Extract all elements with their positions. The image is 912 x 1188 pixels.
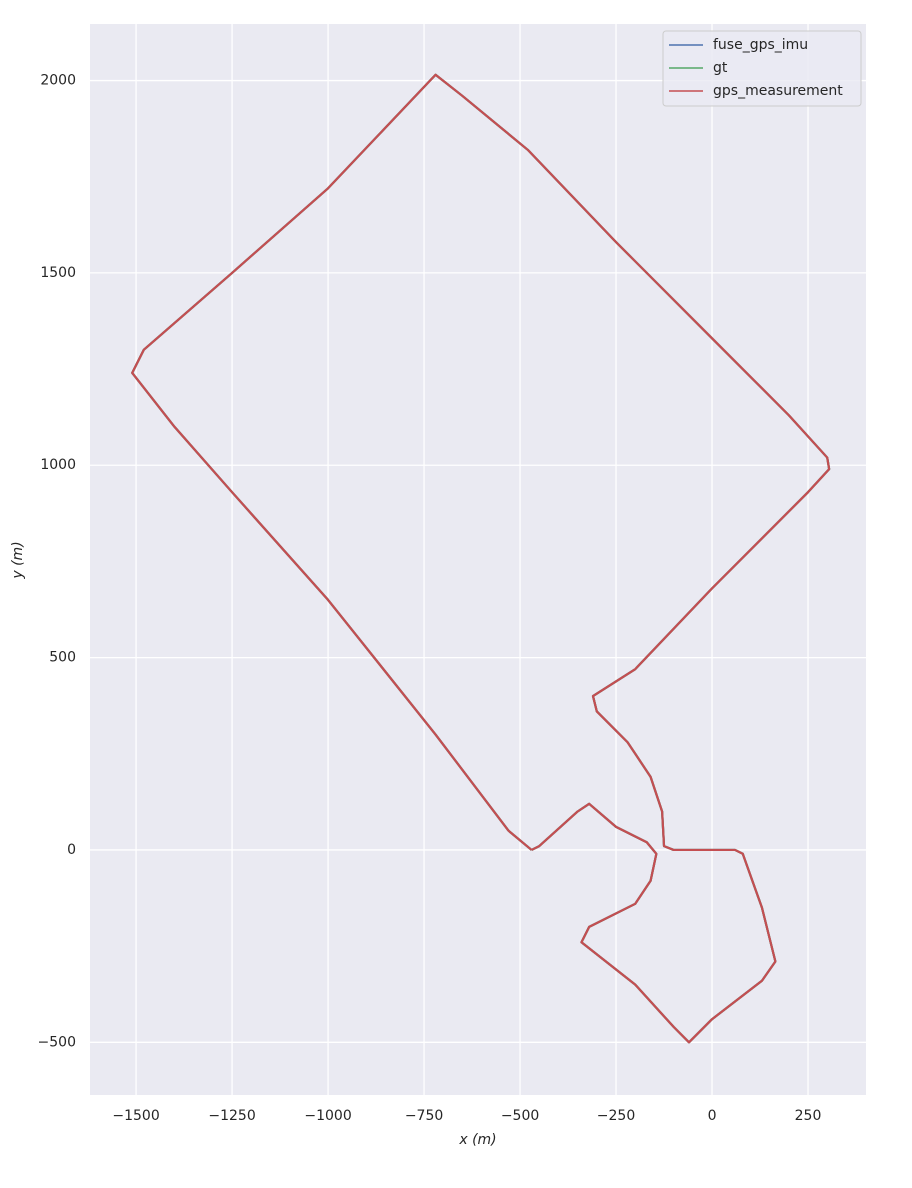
x-tick-label: 250: [795, 1108, 822, 1124]
legend-label: gps_measurement: [713, 83, 843, 99]
x-axis-label: x (m): [458, 1132, 496, 1148]
legend-box: [662, 30, 862, 107]
legend-label: gt: [713, 60, 728, 76]
x-tick-label: −1250: [208, 1108, 255, 1124]
y-tick-label: 1000: [40, 457, 76, 473]
x-tick-label: −500: [501, 1108, 539, 1124]
y-tick-label: −500: [38, 1034, 76, 1050]
y-tick-label: 1500: [40, 265, 76, 281]
x-tick-label: −1500: [112, 1108, 159, 1124]
x-tick-label: −1000: [304, 1108, 351, 1124]
trajectory-line: [131, 73, 831, 1044]
x-tick-label: −750: [405, 1108, 443, 1124]
y-tick-label: 2000: [40, 73, 76, 89]
legend-label: fuse_gps_imu: [713, 37, 808, 53]
x-tick-label: −250: [597, 1108, 635, 1124]
x-tick-label: 0: [708, 1108, 717, 1124]
y-tick-label: 0: [67, 842, 76, 858]
y-tick-label: 500: [49, 650, 76, 666]
y-axis-label: y (m): [10, 541, 26, 579]
plot-area: [90, 24, 866, 1095]
